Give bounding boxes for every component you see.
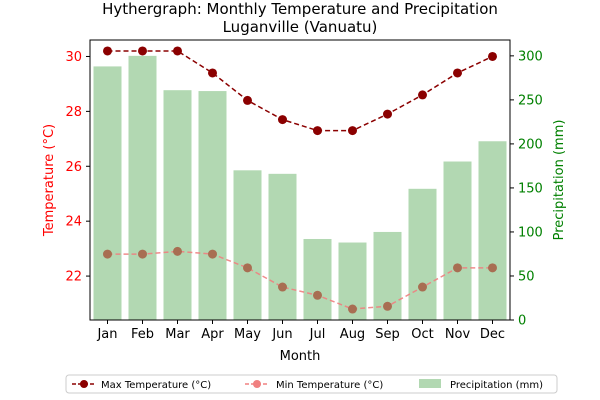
right-y-tick-label-0: 0 (518, 314, 526, 329)
max-temp-point-jan (103, 46, 112, 56)
x-tick-label-sep: Sep (375, 327, 400, 342)
left-y-tick-label-28: 28 (65, 105, 82, 120)
right-y-tick-label-50: 50 (518, 269, 535, 284)
x-tick-label-apr: Apr (201, 327, 224, 342)
x-axis-label: Month (280, 349, 321, 364)
temperature-lines (103, 46, 497, 314)
max-temp-point-sep (383, 109, 392, 119)
right-y-tick-label-250: 250 (518, 93, 543, 108)
max-temp-point-apr (208, 68, 217, 78)
chart-title-line-2: Luganville (Vanuatu) (223, 18, 378, 36)
left-y-axis-ticks: 22 24 26 28 30 (65, 50, 90, 285)
x-tick-label-aug: Aug (340, 327, 365, 342)
left-y-tick-label-22: 22 (65, 270, 82, 285)
max-temp-line (107, 50, 493, 132)
min-temp-point-sep (383, 301, 392, 311)
x-tick-label-oct: Oct (411, 327, 433, 342)
min-temp-point-jun (278, 282, 287, 292)
left-y-tick-label-30: 30 (65, 50, 82, 65)
min-temp-point-aug (348, 304, 357, 314)
precip-bar-jul (303, 238, 332, 320)
precip-bar-mar (163, 90, 192, 320)
chart-title-line-1: Hythergraph: Monthly Temperature and Pre… (102, 0, 498, 18)
max-temp-point-jun (278, 115, 287, 125)
legend-min-temp-marker (253, 380, 261, 388)
x-axis-ticks: Jan Feb Mar Apr May Jun Jul Aug Sep Oct Nov Dec (96, 320, 505, 342)
x-tick-label-dec: Dec (480, 327, 505, 342)
max-temp-point-nov (453, 68, 462, 78)
precipitation-bars (93, 55, 507, 320)
precip-bar-apr (198, 91, 227, 320)
precip-bar-oct (408, 188, 437, 320)
min-temp-point-jan (103, 249, 112, 259)
right-y-tick-label-200: 200 (518, 137, 543, 152)
right-y-tick-label-100: 100 (518, 225, 543, 240)
x-tick-label-mar: Mar (165, 327, 190, 342)
x-tick-label-may: May (234, 327, 261, 342)
precip-bar-may (233, 170, 262, 320)
x-tick-label-feb: Feb (131, 327, 154, 342)
precip-bar-feb (128, 55, 157, 320)
x-tick-label-jan: Jan (96, 327, 117, 342)
right-y-tick-label-300: 300 (518, 49, 543, 64)
max-temp-point-mar (173, 46, 182, 56)
legend-max-temp-label: Max Temperature (°C) (101, 380, 211, 391)
x-tick-label-jul: Jul (309, 327, 326, 342)
right-y-axis-ticks: 0 50 100 150 200 250 300 (510, 49, 543, 329)
max-temp-point-dec (488, 51, 497, 61)
legend-min-temp-label: Min Temperature (°C) (276, 380, 383, 391)
right-y-tick-label-150: 150 (518, 181, 543, 196)
legend-max-temp-marker (80, 380, 88, 388)
max-temp-point-aug (348, 126, 357, 136)
left-y-axis-label: Temperature (°C) (42, 124, 57, 237)
max-temp-point-may (243, 95, 252, 105)
precip-bar-jan (93, 66, 122, 320)
max-temp-point-oct (418, 90, 427, 100)
max-temp-point-feb (138, 46, 147, 56)
min-temp-point-may (243, 263, 252, 273)
min-temp-point-jul (313, 290, 322, 300)
x-tick-label-jun: Jun (271, 327, 292, 342)
min-temp-point-dec (488, 263, 497, 273)
plot-frame (89, 39, 511, 321)
min-temp-point-oct (418, 282, 427, 292)
right-y-axis-label: Precipitation (mm) (552, 120, 567, 241)
min-temp-point-nov (453, 263, 462, 273)
min-temp-point-feb (138, 249, 147, 259)
legend-precip-swatch (419, 379, 441, 388)
precip-bar-nov (443, 161, 472, 320)
min-temp-point-mar (173, 246, 182, 256)
x-tick-label-nov: Nov (445, 327, 471, 342)
precip-bar-dec (478, 141, 507, 320)
left-y-tick-label-24: 24 (65, 215, 82, 230)
min-temp-line (107, 250, 493, 310)
legend: Max Temperature (°C) Min Temperature (°C… (65, 374, 558, 394)
max-temp-point-jul (313, 126, 322, 136)
legend-precip-label: Precipitation (mm) (450, 380, 543, 391)
min-temp-point-apr (208, 249, 217, 259)
left-y-tick-label-26: 26 (65, 160, 82, 175)
precip-bar-jun (268, 173, 297, 320)
